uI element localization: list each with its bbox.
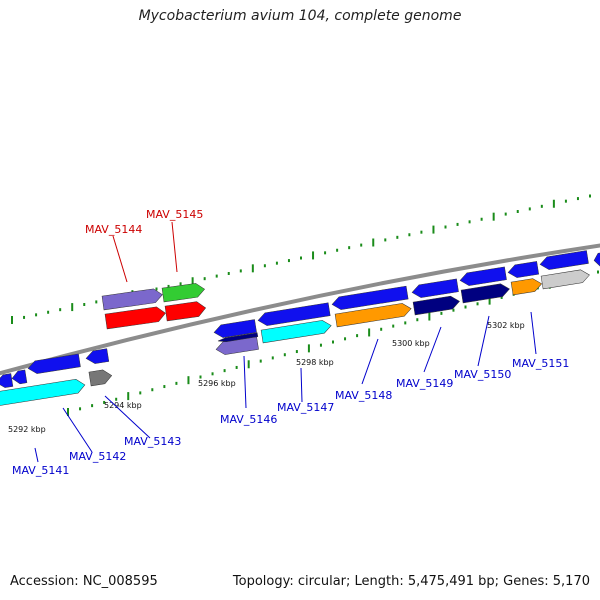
gene-label-mav-5148: MAV_5148 <box>335 389 392 402</box>
gene-label-mav-5141: MAV_5141 <box>12 464 69 477</box>
gene-label-mav-5146: MAV_5146 <box>220 413 277 426</box>
gene-block <box>459 266 507 286</box>
coordinate-label: 5298 kbp <box>296 358 334 367</box>
gene-block <box>412 295 460 316</box>
gene-label-mav-5146-leader <box>243 355 247 409</box>
gene-label-mav-5142: MAV_5142 <box>69 450 126 463</box>
gene-block <box>85 348 110 364</box>
gene-block <box>11 369 28 385</box>
gene-label-mav-5151-leader <box>530 311 537 355</box>
gene-block <box>510 278 543 296</box>
gene-block <box>213 319 257 338</box>
coordinate-label: 5294 kbp <box>104 401 142 410</box>
gene-block <box>460 283 510 304</box>
gene-label-mav-5145: MAV_5145 <box>146 208 203 221</box>
gene-label-mav-5147-leader <box>300 367 303 403</box>
gene-block <box>88 369 113 387</box>
gene-label-mav-5151: MAV_5151 <box>512 357 569 370</box>
gene-label-mav-5144: MAV_5144 <box>85 223 142 236</box>
gene-block <box>164 301 207 322</box>
gene-block <box>331 285 409 310</box>
genome-backbone <box>0 243 600 376</box>
gene-block <box>27 353 81 374</box>
gene-label-mav-5142-leader <box>62 407 93 453</box>
coordinate-label: 5300 kbp <box>392 339 430 348</box>
gene-block <box>104 306 166 330</box>
gene-label-mav-5148-leader <box>361 338 379 385</box>
gene-label-mav-5147: MAV_5147 <box>277 401 334 414</box>
gene-label-mav-5144-leader <box>112 235 128 283</box>
accession-text: Accession: NC_008595 <box>10 574 158 589</box>
genome-summary-text: Topology: circular; Length: 5,475,491 bp… <box>232 574 590 589</box>
coordinate-label: 5292 kbp <box>8 425 46 434</box>
gene-block <box>257 302 331 326</box>
gene-block <box>334 303 412 328</box>
gene-label-mav-5150: MAV_5150 <box>454 368 511 381</box>
gene-block <box>0 378 86 407</box>
gene-block <box>507 261 540 278</box>
gene-label-mav-5150-leader <box>477 315 490 367</box>
gene-block <box>260 320 332 344</box>
gene-label-mav-5143-leader <box>104 395 151 439</box>
gene-block <box>217 332 259 342</box>
gene-block <box>539 250 589 270</box>
gene-label-mav-5143: MAV_5143 <box>124 435 181 448</box>
coordinate-label: 5296 kbp <box>198 379 236 388</box>
gene-label-mav-5145-leader <box>171 221 178 273</box>
gene-block <box>0 373 14 388</box>
coordinate-label: 5302 kbp <box>487 321 525 330</box>
gene-label-mav-5149-leader <box>423 326 442 373</box>
map-title: Mycobacterium avium 104, complete genome <box>138 8 462 24</box>
gene-label-mav-5141-leader <box>34 447 39 463</box>
gene-block <box>593 252 600 267</box>
gene-block <box>540 269 590 290</box>
gene-block <box>411 278 459 298</box>
gene-block <box>161 283 205 303</box>
gene-block <box>101 288 163 311</box>
gene-label-mav-5149: MAV_5149 <box>396 377 453 390</box>
